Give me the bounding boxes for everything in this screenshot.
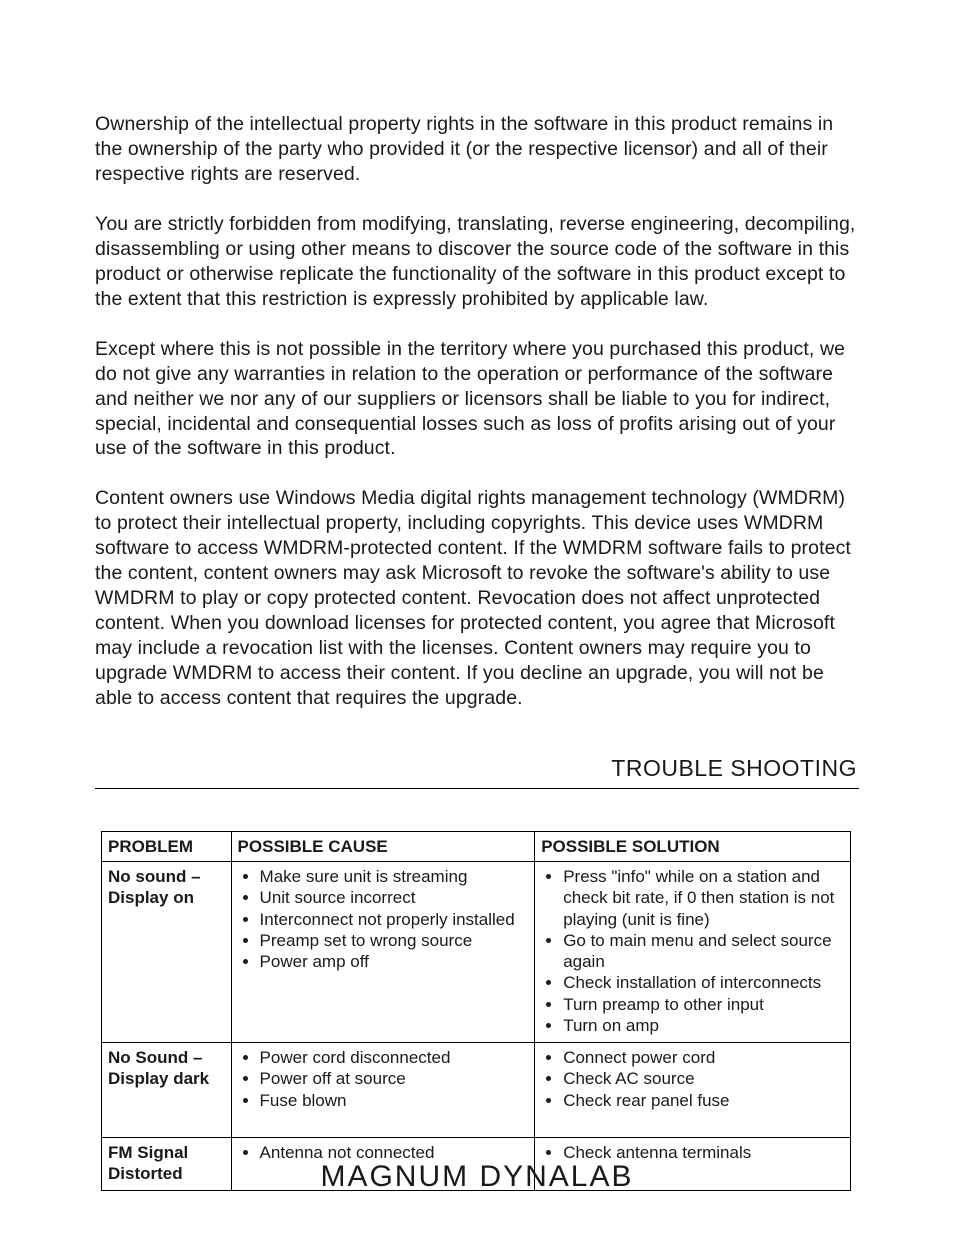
cause-item: Power cord disconnected: [260, 1047, 529, 1068]
table-row: No sound –Display onMake sure unit is st…: [102, 862, 851, 1043]
table-body: No sound –Display onMake sure unit is st…: [102, 862, 851, 1191]
solution-item: Check AC source: [563, 1068, 844, 1089]
solution-item: Turn preamp to other input: [563, 994, 844, 1015]
brand-footer: MAGNUM DYNALAB: [0, 1160, 954, 1194]
cause-item: Preamp set to wrong source: [260, 930, 529, 951]
cause-cell: Make sure unit is streamingUnit source i…: [231, 862, 535, 1043]
col-header-cause: POSSIBLE CAUSE: [231, 832, 535, 862]
problem-cell: No sound –Display on: [102, 862, 232, 1043]
cause-item: Make sure unit is streaming: [260, 866, 529, 887]
solution-item: Check installation of interconnects: [563, 972, 844, 993]
solution-item: Go to main menu and select source again: [563, 930, 844, 973]
troubleshooting-table: PROBLEM POSSIBLE CAUSE POSSIBLE SOLUTION…: [101, 831, 851, 1191]
solution-item: Check rear panel fuse: [563, 1090, 844, 1111]
problem-cell: No Sound –Display dark: [102, 1043, 232, 1138]
table-header-row: PROBLEM POSSIBLE CAUSE POSSIBLE SOLUTION: [102, 832, 851, 862]
cause-item: Power amp off: [260, 951, 529, 972]
table-row: No Sound –Display darkPower cord disconn…: [102, 1043, 851, 1138]
solution-item: Turn on amp: [563, 1015, 844, 1036]
col-header-problem: PROBLEM: [102, 832, 232, 862]
cause-item: Power off at source: [260, 1068, 529, 1089]
cause-item: Interconnect not properly installed: [260, 909, 529, 930]
col-header-solution: POSSIBLE SOLUTION: [535, 832, 851, 862]
cause-item: Fuse blown: [260, 1090, 529, 1111]
solution-cell: Press "info" while on a station and chec…: [535, 862, 851, 1043]
solution-item: Connect power cord: [563, 1047, 844, 1068]
paragraph: Ownership of the intellectual property r…: [95, 112, 859, 187]
solution-item: Press "info" while on a station and chec…: [563, 866, 844, 930]
page-content: Ownership of the intellectual property r…: [95, 112, 859, 1191]
section-title-troubleshooting: TROUBLE SHOOTING: [95, 755, 859, 789]
solution-cell: Connect power cordCheck AC sourceCheck r…: [535, 1043, 851, 1138]
paragraph: Content owners use Windows Media digital…: [95, 486, 859, 711]
cause-item: Unit source incorrect: [260, 887, 529, 908]
paragraph: Except where this is not possible in the…: [95, 337, 859, 462]
cause-cell: Power cord disconnectedPower off at sour…: [231, 1043, 535, 1138]
paragraph: You are strictly forbidden from modifyin…: [95, 212, 859, 312]
